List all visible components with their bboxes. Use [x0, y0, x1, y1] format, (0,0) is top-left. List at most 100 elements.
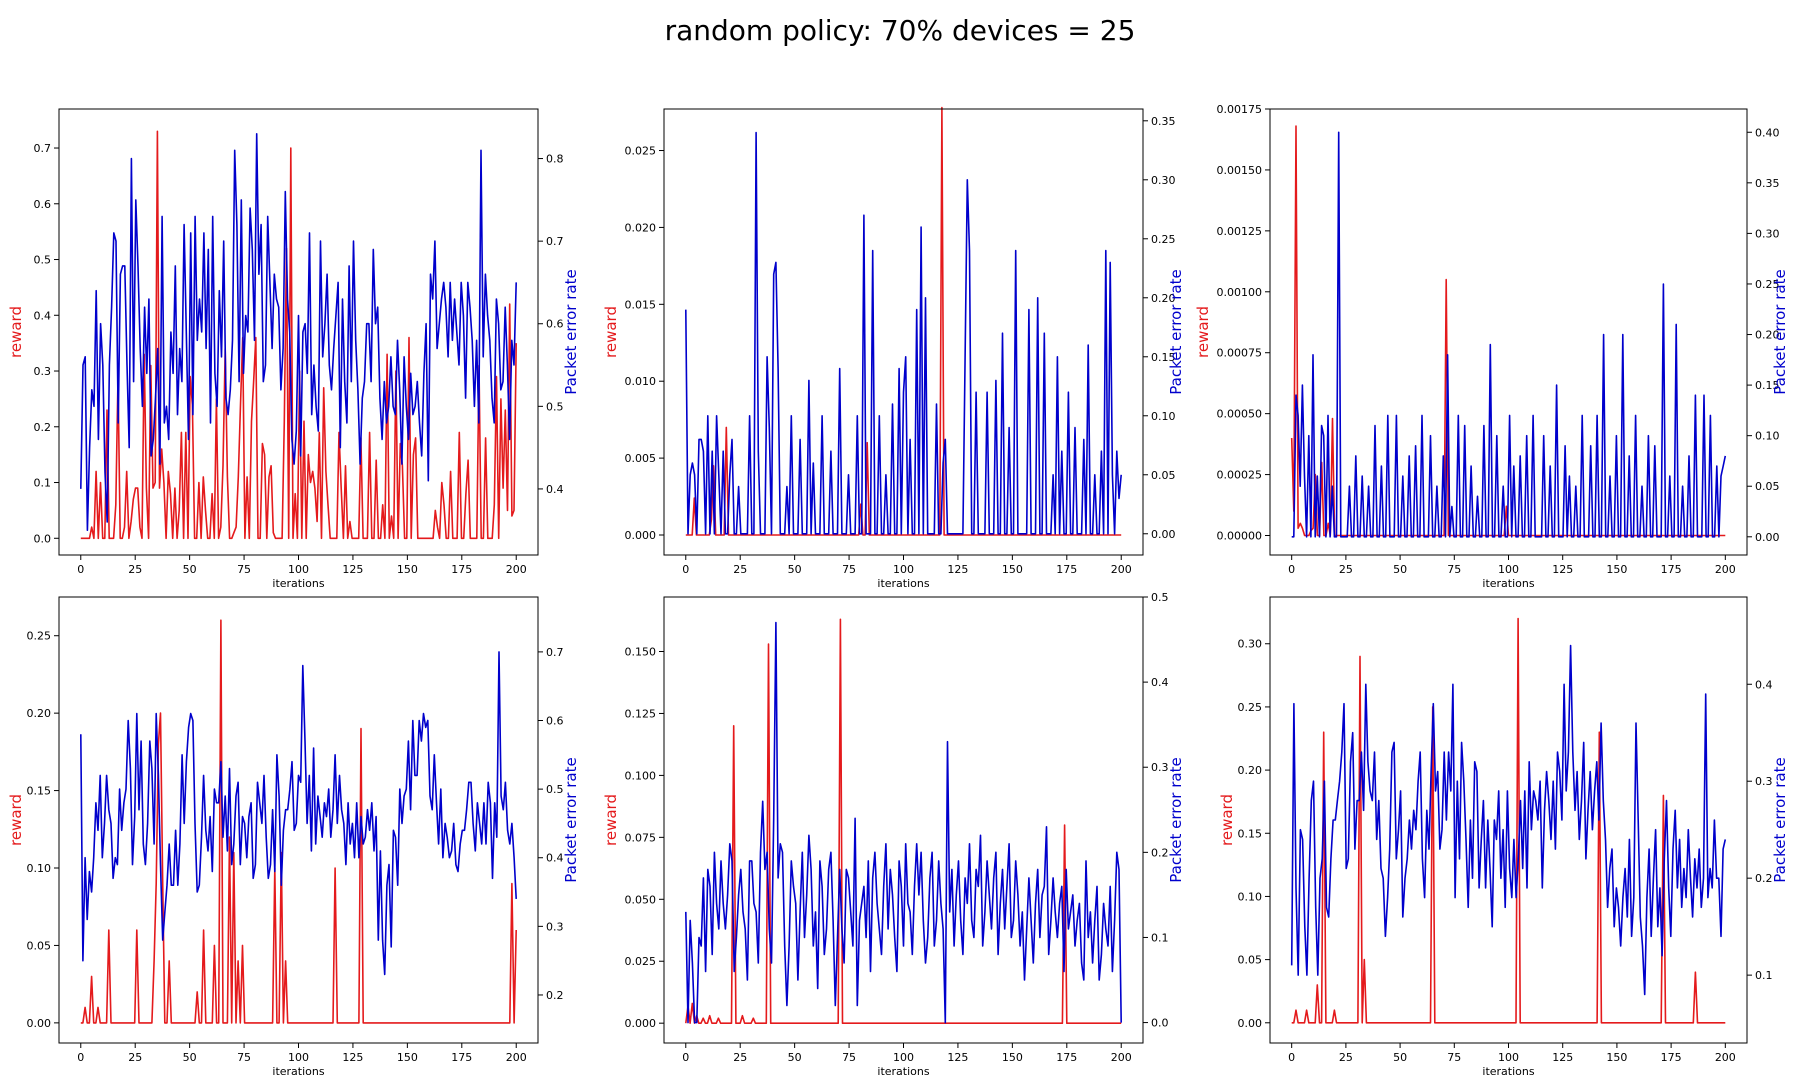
y-tick-label: 0.025 [625, 145, 657, 158]
x-tick-label: 50 [1393, 563, 1407, 576]
per-series-line [1291, 131, 1727, 538]
x-tick-label: 175 [451, 1051, 472, 1064]
y-tick-label: 0.00125 [1217, 225, 1263, 238]
x-tick-label: 200 [1715, 563, 1736, 576]
x-tick-label: 75 [237, 1051, 251, 1064]
x-tick-label: 175 [1056, 563, 1077, 576]
x-tick-label: 50 [788, 563, 802, 576]
y-tick-label: 0.000 [625, 1017, 657, 1030]
x-axis-label: iterations [1482, 577, 1534, 590]
x-tick-label: 100 [288, 1051, 309, 1064]
y2-tick-label: 0.5 [546, 400, 564, 413]
y-tick-label: 0.6 [34, 198, 52, 211]
y2-tick-label: 0.4 [546, 852, 564, 865]
reward-series-line [1291, 617, 1726, 1024]
y-axis-label-reward: reward [602, 794, 620, 846]
y-tick-label: 0.4 [34, 309, 52, 322]
x-tick-label: 25 [1339, 1051, 1353, 1064]
x-tick-label: 50 [183, 1051, 197, 1064]
x-tick-label: 25 [128, 1051, 142, 1064]
y2-tick-label: 0.1 [1755, 969, 1773, 982]
y2-tick-label: 0.3 [1755, 775, 1773, 788]
x-tick-label: 125 [342, 563, 363, 576]
y-tick-label: 0.00 [1238, 1017, 1263, 1030]
y-tick-label: 0.00050 [1217, 408, 1263, 421]
y2-tick-label: 0.4 [1151, 676, 1169, 689]
y-tick-label: 0.30 [1238, 638, 1263, 651]
reward-series-line [685, 106, 1122, 536]
y2-tick-label: 0.8 [546, 153, 564, 166]
x-tick-label: 150 [1002, 1051, 1023, 1064]
x-tick-label: 150 [1606, 563, 1627, 576]
subplot-4: 0 25 50 75 100 125 150 175 200 iterations 0.00 0.05… [7, 596, 580, 1078]
x-tick-label: 0 [682, 563, 689, 576]
y-tick-label: 0.125 [625, 707, 657, 720]
y2-axis-label-packet-error-rate: Packet error rate [1771, 269, 1789, 394]
y2-tick-label: 0.15 [1755, 379, 1780, 392]
per-series-line [685, 621, 1122, 1024]
x-tick-label: 25 [733, 563, 747, 576]
x-tick-label: 200 [506, 563, 527, 576]
x-tick-label: 150 [397, 563, 418, 576]
y-tick-label: 0.100 [625, 769, 657, 782]
y-tick-label: 0.000 [625, 529, 657, 542]
figure-title: random policy: 70% devices = 25 [664, 14, 1136, 47]
y-tick-label: 0.00100 [1217, 286, 1263, 299]
x-tick-label: 0 [1288, 1051, 1295, 1064]
subplot-2: 0 25 50 75 100 125 150 175 200 iterations 0.000 0.0… [602, 106, 1185, 590]
reward-series-line [685, 618, 1122, 1025]
subplot-6: 0 25 50 75 100 125 150 175 200 iterations 0.00 0.05… [1218, 596, 1789, 1078]
y2-tick-label: 0.5 [1151, 591, 1169, 604]
y-tick-label: 0.10 [27, 862, 52, 875]
x-tick-label: 0 [1288, 563, 1295, 576]
y2-tick-label: 0.0 [1151, 1017, 1169, 1030]
subplot-3: 0 25 50 75 100 125 150 175 200 iterations 0.00000 0… [1194, 103, 1789, 590]
x-axis-label: iterations [1482, 1065, 1534, 1078]
x-tick-label: 125 [1552, 1051, 1573, 1064]
y2-tick-label: 0.05 [1151, 469, 1176, 482]
x-tick-label: 175 [1661, 563, 1682, 576]
y2-axis-label-packet-error-rate: Packet error rate [562, 269, 580, 394]
x-tick-label: 175 [1056, 1051, 1077, 1064]
x-tick-label: 25 [128, 563, 142, 576]
y-tick-label: 0.15 [27, 785, 52, 798]
y2-axis-label-packet-error-rate: Packet error rate [1771, 757, 1789, 882]
y-tick-label: 0.010 [625, 375, 657, 388]
y2-tick-label: 0.00 [1151, 528, 1176, 541]
subplot-5: 0 25 50 75 100 125 150 175 200 iterations 0.000 0.0… [602, 591, 1185, 1078]
y-tick-label: 0.075 [625, 831, 657, 844]
x-tick-label: 175 [1661, 1051, 1682, 1064]
y-axis-label-reward: reward [7, 794, 25, 846]
x-axis-label: iterations [877, 1065, 929, 1078]
y2-tick-label: 0.10 [1151, 410, 1176, 423]
y-tick-label: 0.5 [34, 254, 52, 267]
y2-tick-label: 0.7 [546, 235, 564, 248]
y-tick-label: 0.00000 [1217, 530, 1263, 543]
y-tick-label: 0.00 [27, 1017, 52, 1030]
y-tick-label: 0.1 [34, 477, 52, 490]
y2-tick-label: 0.35 [1755, 177, 1780, 190]
y-tick-label: 0.050 [625, 893, 657, 906]
x-tick-label: 125 [947, 563, 968, 576]
plot-frame [663, 108, 1144, 556]
y2-tick-label: 0.6 [546, 715, 564, 728]
y-tick-label: 0.15 [1238, 827, 1263, 840]
x-tick-label: 150 [1606, 1051, 1627, 1064]
subplot-1: 0 25 50 75 100 125 150 175 200 iterations 0.0 0.1 0.… [7, 108, 580, 590]
x-tick-label: 200 [1111, 563, 1132, 576]
x-axis-label: iterations [877, 577, 929, 590]
y-tick-label: 0.2 [34, 421, 52, 434]
per-series-line [80, 651, 517, 976]
y-axis-label-reward: reward [1218, 794, 1236, 846]
y-tick-label: 0.015 [625, 298, 657, 311]
reward-series-line [80, 130, 517, 540]
x-tick-label: 0 [77, 563, 84, 576]
y2-tick-label: 0.3 [546, 920, 564, 933]
y-axis-label-reward: reward [7, 306, 25, 358]
y-tick-label: 0.025 [625, 955, 657, 968]
y2-tick-label: 0.6 [546, 318, 564, 331]
reward-series-line [80, 619, 517, 1024]
x-tick-label: 100 [893, 563, 914, 576]
y2-tick-label: 0.2 [1755, 872, 1773, 885]
x-tick-label: 0 [682, 1051, 689, 1064]
